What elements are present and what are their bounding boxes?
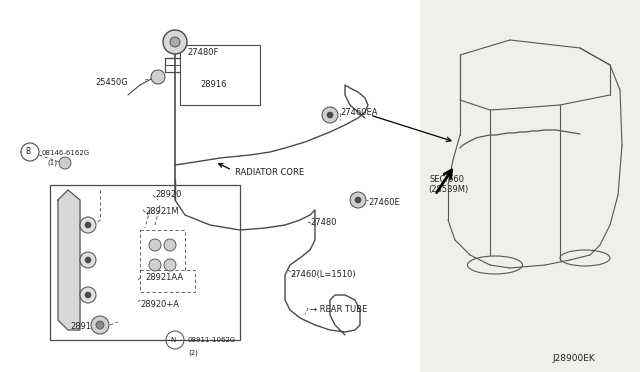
- Bar: [140, 230, 185, 285]
- Text: 27480F: 27480F: [187, 48, 218, 57]
- Text: 27460(L=1510): 27460(L=1510): [290, 270, 356, 279]
- Text: 08146-6162G: 08146-6162G: [42, 150, 90, 156]
- Text: 08911-1062G: 08911-1062G: [187, 337, 236, 343]
- Bar: [180, 45, 260, 105]
- Circle shape: [164, 239, 176, 251]
- Bar: [0, 0, 420, 372]
- Bar: [50, 185, 240, 340]
- Text: 28920+A: 28920+A: [140, 300, 179, 309]
- Text: 25450G: 25450G: [95, 78, 128, 87]
- Circle shape: [170, 37, 180, 47]
- Circle shape: [163, 30, 187, 54]
- Circle shape: [85, 222, 91, 228]
- Circle shape: [149, 259, 161, 271]
- Circle shape: [96, 321, 104, 329]
- Text: SEC.660: SEC.660: [430, 175, 465, 184]
- Text: 27480: 27480: [310, 218, 337, 227]
- Text: 28921AA: 28921AA: [145, 273, 183, 282]
- Polygon shape: [58, 190, 80, 330]
- Circle shape: [355, 197, 361, 203]
- Circle shape: [350, 192, 366, 208]
- Text: 28920: 28920: [155, 190, 181, 199]
- Circle shape: [85, 257, 91, 263]
- Circle shape: [322, 107, 338, 123]
- Text: B: B: [26, 148, 31, 157]
- Circle shape: [149, 239, 161, 251]
- Text: 28916: 28916: [200, 80, 227, 89]
- Text: RADIATOR CORE: RADIATOR CORE: [235, 168, 304, 177]
- Text: 28921M: 28921M: [145, 207, 179, 216]
- Circle shape: [80, 217, 96, 233]
- Circle shape: [59, 157, 71, 169]
- Text: 27460E: 27460E: [368, 198, 400, 207]
- Text: → REAR TUBE: → REAR TUBE: [310, 305, 367, 314]
- Circle shape: [327, 112, 333, 118]
- Text: N: N: [170, 337, 175, 343]
- Text: 28911M: 28911M: [70, 322, 104, 331]
- Circle shape: [164, 259, 176, 271]
- Circle shape: [151, 70, 165, 84]
- Circle shape: [85, 292, 91, 298]
- Text: J28900EK: J28900EK: [552, 354, 595, 363]
- Text: (2): (2): [188, 349, 198, 356]
- Text: (28539M): (28539M): [428, 185, 468, 194]
- Text: 27460EA: 27460EA: [340, 108, 378, 117]
- Circle shape: [80, 287, 96, 303]
- Bar: [140, 270, 195, 292]
- Text: (1): (1): [47, 160, 57, 167]
- Circle shape: [91, 316, 109, 334]
- Circle shape: [80, 252, 96, 268]
